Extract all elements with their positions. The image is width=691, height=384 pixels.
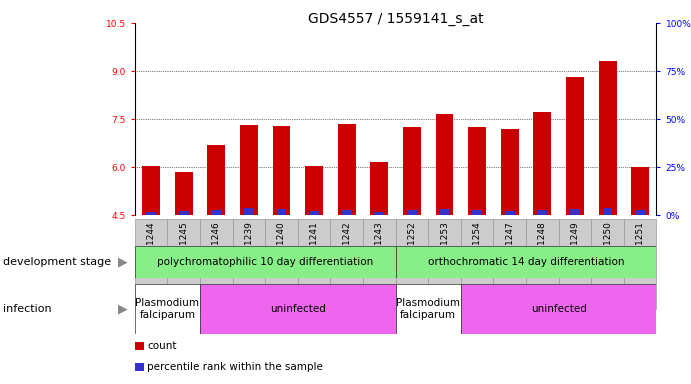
Bar [135, 246, 395, 278]
Text: GSM611249: GSM611249 [571, 222, 580, 276]
Bar [395, 284, 461, 334]
Bar [635, 210, 645, 215]
Text: GSM611253: GSM611253 [440, 222, 449, 276]
Text: Plasmodium
falciparum: Plasmodium falciparum [135, 298, 199, 320]
Text: uninfected: uninfected [270, 304, 325, 314]
Text: GSM611245: GSM611245 [179, 222, 188, 276]
Bar [591, 219, 624, 309]
Bar [200, 284, 395, 334]
Bar [533, 112, 551, 215]
Text: infection: infection [3, 304, 52, 314]
Bar [272, 126, 290, 215]
Bar [265, 219, 298, 309]
Bar [175, 172, 193, 215]
Bar [598, 61, 616, 215]
Bar [395, 219, 428, 309]
Bar [461, 284, 656, 334]
Bar [501, 129, 519, 215]
Text: Plasmodium
falciparum: Plasmodium falciparum [396, 298, 460, 320]
Bar [461, 219, 493, 309]
Bar [207, 145, 225, 215]
Bar [631, 167, 649, 215]
Bar [276, 209, 286, 215]
Bar [472, 210, 482, 215]
Text: polychromatophilic 10 day differentiation: polychromatophilic 10 day differentiatio… [157, 257, 373, 267]
Bar [363, 219, 395, 309]
Text: orthochromatic 14 day differentiation: orthochromatic 14 day differentiation [428, 257, 624, 267]
Bar [435, 114, 453, 215]
Text: GSM611240: GSM611240 [277, 222, 286, 276]
Bar [330, 219, 363, 309]
Bar [305, 166, 323, 215]
Text: GSM611242: GSM611242 [342, 222, 351, 276]
Bar [603, 208, 612, 215]
Bar [439, 209, 449, 215]
Text: GSM611247: GSM611247 [505, 222, 514, 276]
Bar [342, 210, 352, 215]
Bar [526, 219, 558, 309]
Text: GSM611254: GSM611254 [473, 222, 482, 276]
Text: GSM611251: GSM611251 [636, 222, 645, 276]
Text: GSM611248: GSM611248 [538, 222, 547, 276]
Bar [566, 77, 584, 215]
Text: ▶: ▶ [117, 256, 127, 268]
Bar [493, 219, 526, 309]
Bar [179, 211, 189, 215]
Text: development stage: development stage [3, 257, 111, 267]
Bar [167, 219, 200, 309]
Bar [244, 208, 254, 215]
Text: percentile rank within the sample: percentile rank within the sample [147, 362, 323, 372]
Bar [309, 211, 319, 215]
Bar [407, 210, 417, 215]
Bar [146, 212, 156, 215]
Bar [558, 219, 591, 309]
Bar [395, 246, 656, 278]
Text: uninfected: uninfected [531, 304, 587, 314]
Bar [370, 162, 388, 215]
Bar [375, 212, 384, 215]
Bar [428, 219, 461, 309]
Text: GSM611243: GSM611243 [375, 222, 384, 276]
Text: GSM611244: GSM611244 [146, 222, 155, 276]
Bar [403, 127, 421, 215]
Bar [135, 219, 167, 309]
Text: GSM611252: GSM611252 [408, 222, 417, 276]
Bar [338, 124, 356, 215]
Text: count: count [147, 341, 177, 351]
Bar [298, 219, 330, 309]
Bar [135, 284, 200, 334]
Bar [505, 211, 515, 215]
Bar [468, 127, 486, 215]
Text: GSM611239: GSM611239 [245, 222, 254, 276]
Bar [211, 210, 221, 215]
Text: GSM611246: GSM611246 [211, 222, 220, 276]
Text: ▶: ▶ [117, 303, 127, 316]
Bar [233, 219, 265, 309]
Bar [538, 210, 547, 215]
Bar [570, 209, 580, 215]
Bar [240, 126, 258, 215]
Bar [624, 219, 656, 309]
Bar [200, 219, 233, 309]
Bar [142, 166, 160, 215]
Text: GSM611241: GSM611241 [310, 222, 319, 276]
Text: GDS4557 / 1559141_s_at: GDS4557 / 1559141_s_at [307, 12, 484, 25]
Text: GSM611250: GSM611250 [603, 222, 612, 276]
